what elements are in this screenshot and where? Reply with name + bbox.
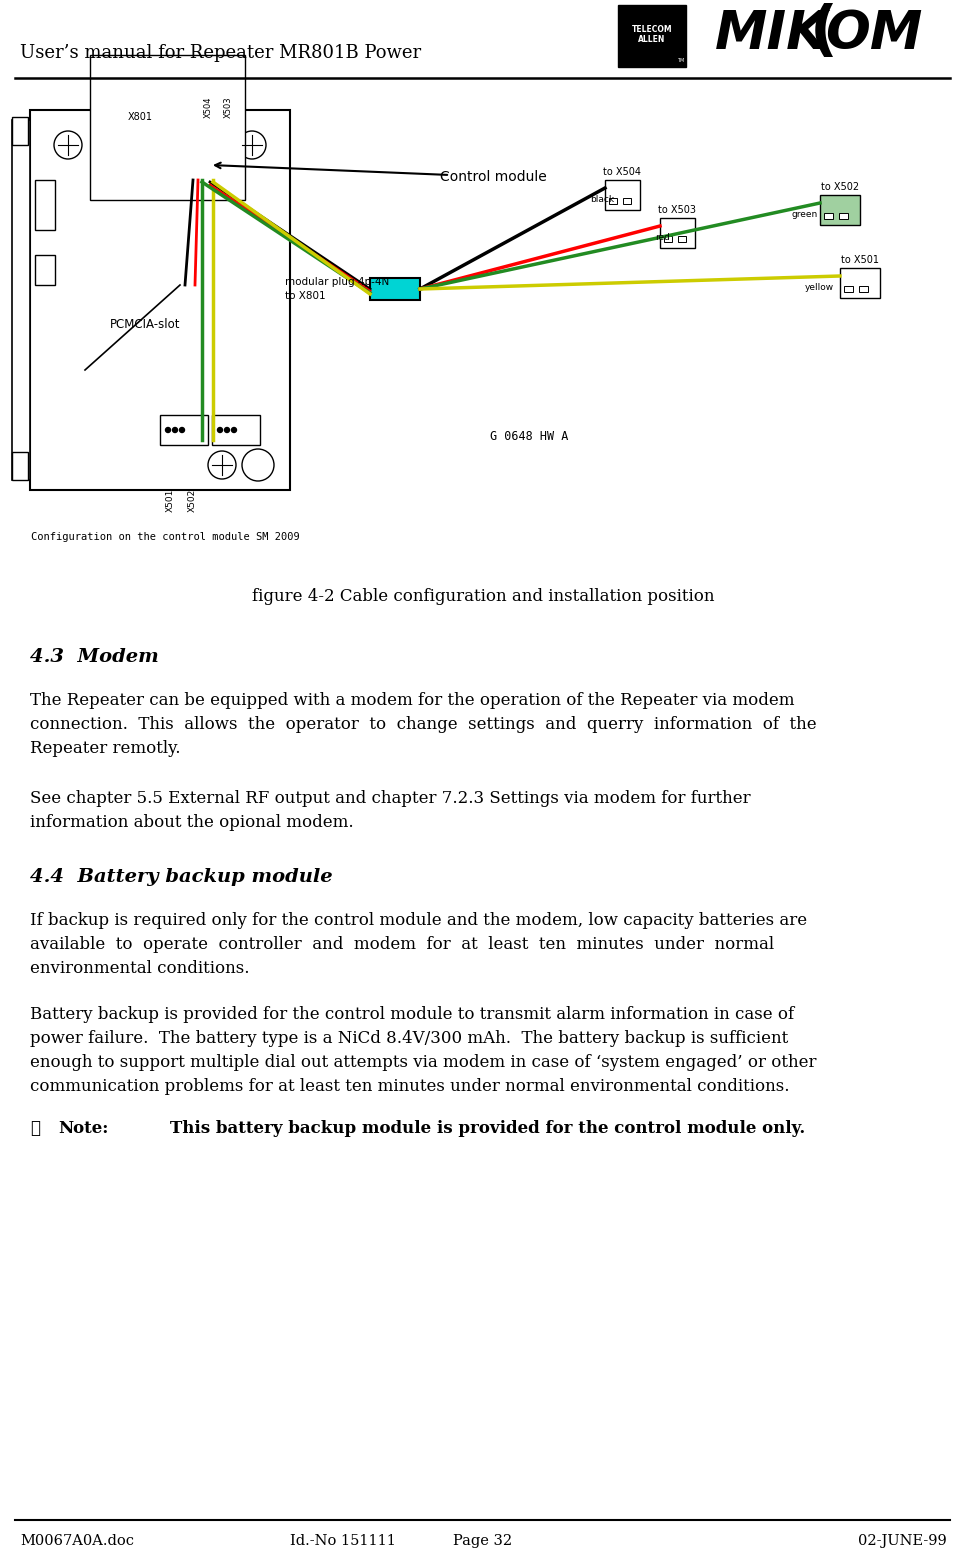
- Circle shape: [177, 155, 181, 159]
- Bar: [170, 131, 240, 176]
- Text: Note:: Note:: [58, 1120, 108, 1138]
- Bar: [12, 452, 28, 480]
- Text: User’s manual for Repeater MR801B Power: User’s manual for Repeater MR801B Power: [20, 44, 421, 62]
- Circle shape: [231, 427, 237, 432]
- Bar: [824, 213, 833, 219]
- Circle shape: [221, 155, 225, 159]
- Text: modular plug 4p-4N: modular plug 4p-4N: [285, 277, 390, 287]
- Text: power failure.  The battery type is a NiCd 8.4V/300 mAh.  The battery backup is : power failure. The battery type is a NiC…: [30, 1030, 788, 1047]
- Text: OM: OM: [825, 8, 923, 61]
- Bar: [90, 54, 245, 200]
- Text: green: green: [792, 210, 818, 219]
- Circle shape: [54, 131, 82, 159]
- Text: to X801: to X801: [285, 291, 326, 301]
- Text: TELECOM: TELECOM: [631, 25, 672, 34]
- Bar: [12, 120, 30, 480]
- Circle shape: [183, 155, 187, 159]
- Text: 4.3  Modem: 4.3 Modem: [30, 648, 159, 667]
- Circle shape: [215, 155, 219, 159]
- Bar: [618, 5, 686, 67]
- Text: (: (: [810, 3, 837, 62]
- Bar: [623, 197, 631, 204]
- Text: If backup is required only for the control module and the modem, low capacity ba: If backup is required only for the contr…: [30, 912, 807, 929]
- Circle shape: [165, 427, 170, 432]
- Text: environmental conditions.: environmental conditions.: [30, 960, 249, 977]
- Text: This battery backup module is provided for the control module only.: This battery backup module is provided f…: [170, 1120, 806, 1138]
- Circle shape: [189, 155, 193, 159]
- Circle shape: [224, 427, 229, 432]
- Text: yellow: yellow: [805, 283, 835, 292]
- Text: See chapter 5.5 External RF output and chapter 7.2.3 Settings via modem for furt: See chapter 5.5 External RF output and c…: [30, 789, 750, 807]
- Bar: [35, 255, 55, 284]
- Bar: [839, 213, 848, 219]
- Circle shape: [238, 131, 266, 159]
- Bar: [30, 110, 290, 490]
- Text: The Repeater can be equipped with a modem for the operation of the Repeater via : The Repeater can be equipped with a mode…: [30, 692, 795, 709]
- Text: ☟: ☟: [30, 1120, 40, 1138]
- Bar: [605, 180, 640, 210]
- Text: Configuration on the control module SM 2009: Configuration on the control module SM 2…: [31, 531, 300, 542]
- Bar: [820, 194, 860, 225]
- Text: figure 4-2 Cable configuration and installation position: figure 4-2 Cable configuration and insta…: [251, 587, 715, 605]
- Text: X502: X502: [188, 490, 196, 511]
- Bar: [212, 415, 260, 444]
- Bar: [12, 117, 28, 145]
- Text: to X503: to X503: [658, 205, 696, 214]
- Bar: [678, 236, 686, 242]
- Text: ALLEN: ALLEN: [638, 36, 665, 45]
- Text: black: black: [590, 194, 614, 204]
- Text: 4.4  Battery backup module: 4.4 Battery backup module: [30, 869, 333, 886]
- Text: X504: X504: [203, 96, 213, 118]
- Text: Control module: Control module: [440, 169, 546, 183]
- Bar: [35, 180, 55, 230]
- Circle shape: [218, 427, 222, 432]
- Circle shape: [208, 451, 236, 479]
- Text: Battery backup is provided for the control module to transmit alarm information : Battery backup is provided for the contr…: [30, 1005, 794, 1023]
- Text: X503: X503: [223, 96, 232, 118]
- Bar: [205, 134, 233, 168]
- Circle shape: [172, 427, 178, 432]
- Text: M0067A0A.doc: M0067A0A.doc: [20, 1534, 134, 1548]
- Circle shape: [209, 155, 213, 159]
- Text: X501: X501: [165, 488, 174, 511]
- Bar: [859, 286, 868, 292]
- Text: communication problems for at least ten minutes under normal environmental condi: communication problems for at least ten …: [30, 1078, 789, 1096]
- Bar: [609, 197, 617, 204]
- Bar: [664, 236, 672, 242]
- Text: G 0648 HW A: G 0648 HW A: [490, 430, 569, 443]
- Bar: [840, 267, 880, 298]
- Text: information about the opional modem.: information about the opional modem.: [30, 814, 354, 831]
- Text: to X504: to X504: [603, 166, 641, 177]
- Text: TM: TM: [677, 57, 684, 64]
- Text: enough to support multiple dial out attempts via modem in case of ‘system engage: enough to support multiple dial out atte…: [30, 1054, 816, 1071]
- Bar: [660, 218, 695, 249]
- Text: PCMCIA-slot: PCMCIA-slot: [110, 319, 181, 331]
- Text: to X502: to X502: [821, 182, 859, 193]
- Bar: [370, 278, 420, 300]
- Bar: [160, 415, 208, 444]
- Text: available  to  operate  controller  and  modem  for  at  least  ten  minutes  un: available to operate controller and mode…: [30, 936, 775, 953]
- Text: to X501: to X501: [841, 255, 879, 266]
- Text: 02-JUNE-99: 02-JUNE-99: [859, 1534, 947, 1548]
- Text: connection.  This  allows  the  operator  to  change  settings  and  querry  inf: connection. This allows the operator to …: [30, 716, 816, 733]
- Text: Page 32: Page 32: [454, 1534, 513, 1548]
- Circle shape: [180, 427, 185, 432]
- Text: MIK: MIK: [715, 8, 828, 61]
- Text: Id.-No 151111: Id.-No 151111: [290, 1534, 396, 1548]
- Text: X801: X801: [128, 112, 153, 123]
- Bar: [844, 286, 853, 292]
- Bar: [173, 134, 201, 168]
- Text: Repeater remotly.: Repeater remotly.: [30, 740, 181, 757]
- Circle shape: [242, 449, 274, 482]
- Text: red: red: [655, 233, 670, 242]
